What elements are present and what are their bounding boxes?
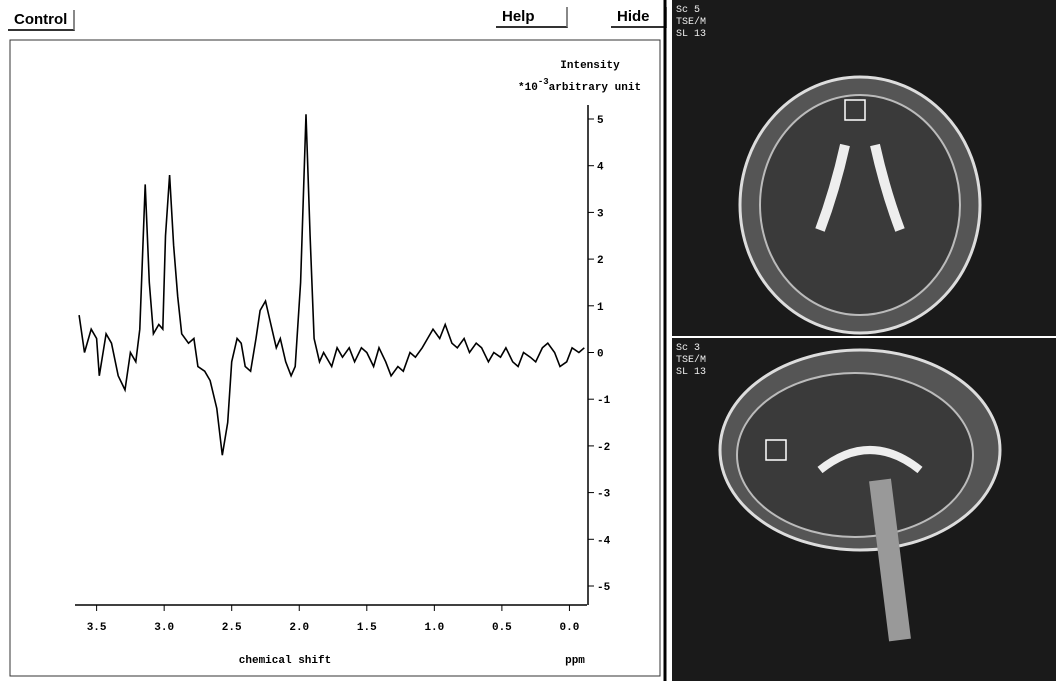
x-tick-label: 2.0: [289, 622, 309, 634]
control-button[interactable]: Control: [8, 10, 76, 31]
y-unit: *10-3arbitrary unit: [518, 77, 641, 94]
y-tick-label: -5: [597, 582, 611, 594]
x-tick-label: 0.0: [560, 622, 580, 634]
x-tick-label: 2.5: [222, 622, 242, 634]
y-tick-label: 5: [597, 115, 604, 127]
y-unit-text: arbitrary unit: [549, 82, 641, 94]
x-tick-label: 3.0: [154, 622, 174, 634]
x-unit: ppm: [565, 655, 585, 667]
y-title: Intensity: [560, 60, 620, 72]
y-tick-label: -3: [597, 489, 611, 501]
image-label: SL 13: [676, 29, 706, 40]
x-tick-label: 1.5: [357, 622, 377, 634]
y-unit-exponent: -3: [538, 77, 549, 87]
y-tick-label: -4: [597, 535, 611, 547]
spectrum-line: [78, 114, 585, 456]
x-title: chemical shift: [239, 655, 331, 667]
y-tick-label: -1: [597, 395, 611, 407]
sagittal-image: [672, 338, 1056, 681]
y-tick-label: 2: [597, 255, 604, 267]
x-tick-label: 3.5: [87, 622, 107, 634]
image-label: TSE/M: [676, 16, 706, 28]
image-label: Sc 3: [676, 343, 700, 354]
y-tick-label: 3: [597, 208, 604, 220]
y-tick-label: -2: [597, 442, 610, 454]
image-label: TSE/M: [676, 354, 706, 366]
image-label: SL 13: [676, 367, 706, 378]
y-tick-label: 1: [597, 302, 604, 314]
axial-image: [672, 0, 1056, 336]
y-tick-label: 4: [597, 162, 604, 174]
help-button[interactable]: Help: [496, 7, 568, 28]
x-tick-label: 0.5: [492, 622, 512, 634]
spectrum-frame: [9, 39, 661, 677]
spectrum-axes: Intensity *10-3arbitrary unit chemical s…: [75, 60, 641, 667]
x-tick-label: 1.0: [424, 622, 444, 634]
y-tick-label: 0: [597, 349, 604, 361]
y-unit-prefix: *10: [518, 82, 538, 94]
image-label: Sc 5: [676, 5, 700, 16]
